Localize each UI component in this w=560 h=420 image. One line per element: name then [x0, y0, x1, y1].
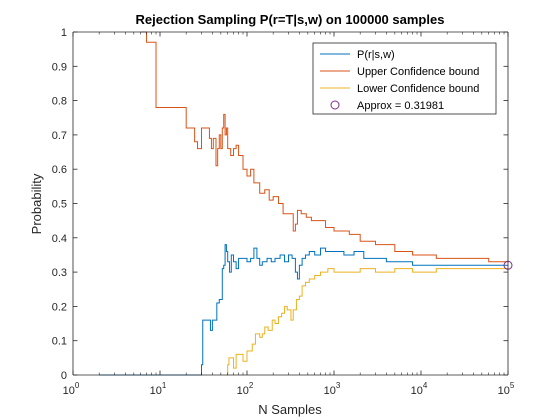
- y-tick-label: 0.7: [52, 130, 67, 142]
- y-tick-label: 0.8: [52, 96, 67, 108]
- x-tick-label: 101: [150, 381, 167, 397]
- legend-label-lower: Lower Confidence bound: [357, 83, 479, 95]
- x-tick-label: 100: [63, 381, 80, 397]
- y-axis-label: Probability: [29, 173, 44, 234]
- x-ticks: 100 101 102 103 104 105: [63, 32, 515, 397]
- y-tick-label: 0.6: [52, 164, 67, 176]
- series-layer: [99, 31, 508, 376]
- y-tick-label: 0.1: [52, 336, 67, 348]
- y-tick-label: 0.5: [52, 199, 67, 211]
- legend-label-p: P(r|s,w): [357, 49, 395, 61]
- x-axis-label: N Samples: [258, 402, 322, 417]
- legend-box: [312, 42, 497, 115]
- x-tick-label: 105: [498, 381, 515, 397]
- x-tick-label: 104: [411, 381, 428, 397]
- y-tick-label: 1: [61, 27, 67, 39]
- series-line-2: [226, 268, 508, 376]
- y-tick-label: 0.3: [52, 267, 67, 279]
- y-tick-label: 0.4: [52, 233, 67, 245]
- y-tick-label: 0.9: [52, 61, 67, 73]
- series-line-0: [99, 244, 508, 376]
- y-ticks: 0 0.1 0.2 0.3 0.4 0.5 0.6 0.7 0.8 0.9 1: [52, 27, 508, 382]
- y-tick-label: 0.2: [52, 301, 67, 313]
- legend-label-approx: Approx = 0.31981: [357, 100, 444, 112]
- x-tick-label: 102: [237, 381, 254, 397]
- legend-label-upper: Upper Confidence bound: [357, 66, 479, 78]
- chart-title: Rejection Sampling P(r=T|s,w) on 100000 …: [136, 12, 445, 27]
- legend: P(r|s,w) Upper Confidence bound Lower Co…: [312, 42, 497, 115]
- legend-swatch-approx: [330, 100, 340, 110]
- y-tick-label: 0: [61, 370, 67, 382]
- x-tick-label: 103: [324, 381, 341, 397]
- series-line-1: [140, 31, 508, 263]
